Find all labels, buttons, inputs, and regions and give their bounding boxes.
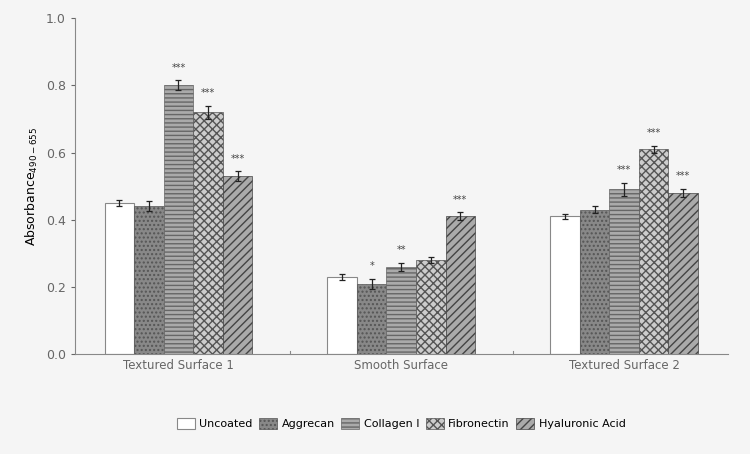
Y-axis label: Absorbance$_{490-655}$: Absorbance$_{490-655}$ [24, 127, 40, 246]
Bar [357, 284, 386, 354]
Text: **: ** [397, 245, 406, 255]
Bar [609, 189, 639, 354]
Bar [386, 267, 416, 354]
Bar [194, 112, 223, 354]
Bar [105, 203, 134, 354]
Bar [223, 176, 252, 354]
Bar [328, 277, 357, 354]
Bar [550, 217, 580, 354]
Legend: Uncoated, Aggrecan, Collagen I, Fibronectin, Hyaluronic Acid: Uncoated, Aggrecan, Collagen I, Fibronec… [172, 414, 630, 434]
Bar [446, 217, 475, 354]
Bar [164, 85, 194, 354]
Text: ***: *** [230, 153, 244, 163]
Text: ***: *** [676, 172, 690, 182]
Text: ***: *** [453, 195, 467, 205]
Text: ***: *** [617, 165, 632, 175]
Bar [416, 260, 446, 354]
Text: ***: *** [201, 88, 215, 98]
Bar [639, 149, 668, 354]
Bar [134, 206, 164, 354]
Text: *: * [369, 261, 374, 271]
Text: ***: *** [171, 63, 185, 73]
Bar [668, 193, 698, 354]
Bar [580, 210, 609, 354]
Text: ***: *** [646, 128, 661, 138]
